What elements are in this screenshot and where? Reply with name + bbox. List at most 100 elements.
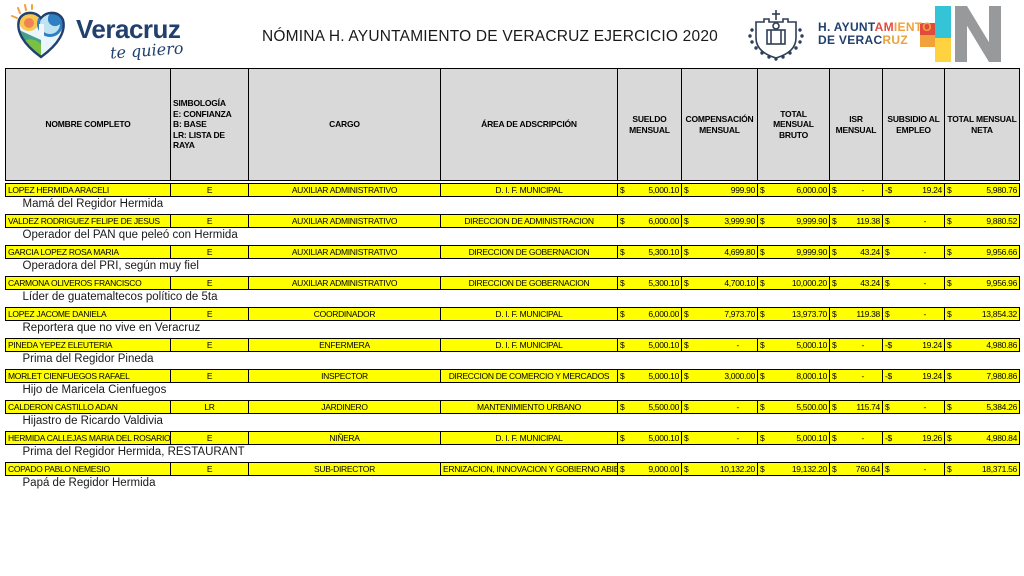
amount-value: - [861,184,864,195]
cell-area: D. I. F. MUNICIPAL [440,338,618,352]
cell-compensacion: $7,973.70 [681,307,758,321]
employee-note-row: Reportera que no vive en Veracruz [5,320,1020,339]
amount-value: 18,371.56 [981,463,1017,474]
employee-note: Reportera que no vive en Veracruz [5,320,1020,339]
amount-value: 4,699.80 [724,246,755,257]
amount-value: 5,000.10 [648,339,679,350]
cell-simbologia: E [170,307,249,321]
currency-sign: $ [885,215,890,226]
cell-compensacion: $4,700.10 [681,276,758,290]
cell-neta: $9,956.66 [944,245,1020,259]
cell-compensacion: $3,000.00 [681,369,758,383]
amount-value: 9,956.66 [986,246,1017,257]
amount-value: - [861,370,864,381]
amount-value: 19.26 [922,432,942,443]
cell-bruto: $9,999.90 [757,214,830,228]
currency-sign: $ [947,370,952,381]
employee-note: Prima del Regidor Pineda [5,351,1020,370]
cell-cargo: AUXILIAR ADMINISTRATIVO [248,276,441,290]
cell-sueldo: $5,000.10 [617,183,682,197]
cell-subsidio: $ - [882,307,945,321]
cell-cargo: AUXILIAR ADMINISTRATIVO [248,214,441,228]
currency-sign: $ [832,370,837,381]
cell-cargo: INSPECTOR [248,369,441,383]
amount-value: 43.24 [860,246,880,257]
column-header-compensacion: COMPENSACIÓN MENSUAL [681,68,758,181]
cell-bruto: $9,999.90 [757,245,830,259]
currency-sign: $ [947,463,952,474]
employee-note: Operador del PAN que peleó con Hermida [5,227,1020,246]
currency-sign: $ [885,246,890,257]
cell-neta: $4,980.86 [944,338,1020,352]
currency-sign: $ [684,184,689,195]
cell-bruto: $6,000.00 [757,183,830,197]
column-header-neta: TOTAL MENSUAL NETA [944,68,1020,181]
employee-note: Papá de Regidor Hermida [5,475,1020,493]
amount-value: 5,000.10 [648,184,679,195]
currency-sign: $ [885,308,890,319]
cell-neta: $4,980.84 [944,431,1020,445]
veracruz-logo: Veracruz te quiero [10,4,240,64]
column-header-cargo: CARGO [248,68,441,181]
amount-value: 5,000.10 [796,339,827,350]
cell-subsidio: $ - [882,400,945,414]
currency-sign: $ [760,463,765,474]
amount-value: - [923,401,926,412]
cell-neta: $9,880.52 [944,214,1020,228]
cell-compensacion: $3,999.90 [681,214,758,228]
currency-sign: $ [684,246,689,257]
amount-value: 43.24 [860,277,880,288]
employee-row: LOPEZ JACOME DANIELA E COORDINADOR D. I. F.… [5,307,1020,321]
currency-sign: $ [684,432,689,443]
currency-sign: $ [832,308,837,319]
cell-area: D. I. F. MUNICIPAL [440,307,618,321]
employee-note-row: Líder de guatemaltecos político de 5ta [5,289,1020,308]
cell-sueldo: $5,300.10 [617,276,682,290]
amount-value: 9,999.90 [796,246,827,257]
in-logo-yellow-bar [935,38,951,62]
cell-subsidio: $ - [882,276,945,290]
cell-isr: $ - [829,369,883,383]
amount-value: 9,000.00 [648,463,679,474]
currency-sign: $ [947,184,952,195]
cell-cargo: AUXILIAR ADMINISTRATIVO [248,183,441,197]
amount-value: 19.24 [922,184,942,195]
cell-isr: $760.64 [829,462,883,476]
cell-bruto: $5,500.00 [757,400,830,414]
amount-value: 6,000.00 [648,215,679,226]
employee-note: Mamá del Regidor Hermida [5,196,1020,215]
amount-value: 760.64 [855,463,881,474]
currency-sign: $ [760,215,765,226]
in-logo-cyan-bar [935,6,951,38]
currency-sign: $ [760,339,765,350]
amount-value: - [736,339,739,350]
in-logo-mark [896,6,1014,62]
table-top-spacer [5,180,1020,184]
currency-sign: $ [760,246,765,257]
employee-row: CARMONA OLIVEROS FRANCISCO E AUXILIAR ADMI… [5,276,1020,290]
amount-value: 10,132.20 [719,463,755,474]
currency-sign: $ [620,277,625,288]
employee-note: Hijo de Maricela Cienfuegos [5,382,1020,401]
cell-isr: $ - [829,431,883,445]
currency-sign: $ [620,308,625,319]
amount-value: 9,956.96 [986,277,1017,288]
employee-row: VALDEZ RODRIGUEZ FELIPE DE JESUS E AUXILIA… [5,214,1020,228]
cell-isr: $ - [829,183,883,197]
currency-sign: $ [620,246,625,257]
cell-simbologia: E [170,369,249,383]
amount-value: 5,000.10 [648,432,679,443]
currency-sign: $ [947,432,952,443]
ayuntamiento-title: H. AYUNTAMIENTO DE VERACRUZ [818,21,932,47]
cell-subsidio: -$ 19.24 [882,369,945,383]
amount-value: - [736,401,739,412]
cell-nombre: GARCIA LOPEZ ROSA MARIA [5,245,171,259]
amount-value: - [923,463,926,474]
currency-sign: $ [947,339,952,350]
column-header-sueldo: SUELDO MENSUAL [617,68,682,181]
employee-row: HERMIDA CALLEJAS MARIA DEL ROSARIO E NIÑER… [5,431,1020,445]
cell-simbologia: E [170,183,249,197]
ayuntamiento-title-line2: DE VERACRUZ [818,33,908,47]
currency-sign: $ [760,308,765,319]
currency-sign: $ [620,463,625,474]
